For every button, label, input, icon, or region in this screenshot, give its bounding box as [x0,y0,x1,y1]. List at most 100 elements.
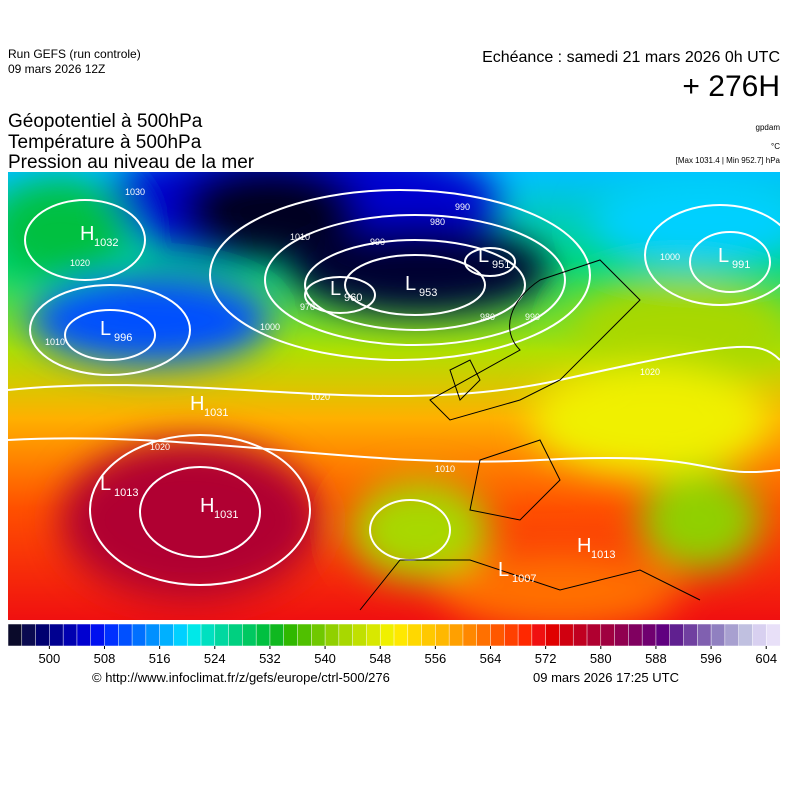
colorbar-tick-label: 572 [535,651,557,666]
isobar-label: 1000 [660,252,680,262]
colorbar-tick-label: 540 [314,651,336,666]
colorbar-swatch [90,623,106,647]
title-line: Géopotentiel à 500hPa [8,111,203,132]
colorbar-swatch [366,623,381,647]
colorbar-swatch [297,623,312,647]
unit-label: [Max 1031.4 | Min 952.7] hPa [676,156,781,165]
isobar-label: 1010 [435,464,455,474]
colorbar-swatch [435,623,450,647]
isobar-label: 1010 [290,232,310,242]
colorbar-swatch [669,623,685,647]
isobar-label: 1020 [150,442,170,452]
center-value: 996 [114,332,132,344]
isobar-label: 980 [480,312,495,322]
colorbar-tick-label: 596 [700,651,722,666]
colorbar-swatch [504,623,519,647]
colorbar-swatch [476,623,492,647]
center-symbol: L [100,318,111,340]
colorbar-swatch [173,623,188,647]
colorbar-swatch [131,623,147,647]
isobar-label: 1020 [70,258,90,268]
colorbar-swatch [697,623,712,647]
center-symbol: H [190,393,204,415]
center-value: 960 [344,292,362,304]
colorbar-swatch [407,623,423,647]
center-symbol: L [718,245,729,267]
isobar-label: 1000 [260,322,280,332]
colorbar-swatch [586,623,602,647]
center-value: 991 [732,259,750,271]
isobar-label: 970 [300,302,315,312]
colorbar-tick-label: 556 [425,651,447,666]
run-date: 09 mars 2026 12Z [8,62,105,76]
colorbar: 500 508 516 524 532 540 548 556 564 572 580 588 596 6… [7,623,781,666]
colorbar-swatch [765,623,781,647]
center-symbol: L [498,559,509,581]
colorbar-tick-label: 516 [149,651,171,666]
colorbar-swatch [214,623,230,647]
colorbar-swatch [7,623,23,647]
isobar-label: 1030 [125,187,145,197]
colorbar-swatch [352,623,367,647]
isobar-label: 1010 [45,337,65,347]
center-value: 951 [492,259,510,271]
colorbar-swatch [159,623,174,647]
colorbar-swatch [49,623,64,647]
colorbar-tick-label: 508 [94,651,116,666]
colorbar-swatch [200,623,216,647]
valid-time: Echéance : samedi 21 mars 2026 0h UTC [482,49,780,66]
colorbar-swatch [145,623,161,647]
colorbar-swatch [448,623,464,647]
colorbar-swatch [242,623,257,647]
colorbar-swatch [683,623,698,647]
center-symbol: L [330,278,341,300]
colorbar-swatch [559,623,574,647]
colorbar-swatch [572,623,588,647]
colorbar-swatch [186,623,202,647]
colorbar-swatch [35,623,50,647]
center-value: 1007 [512,573,536,585]
center-value: 1013 [591,549,615,561]
colorbar-swatch [379,623,395,647]
isobar-label: 1020 [640,367,660,377]
unit-label: °C [771,142,780,151]
colorbar-swatch [517,623,533,647]
colorbar-swatch [324,623,340,647]
isobars [8,189,780,586]
center-value: 1032 [94,237,118,249]
center-value: 1013 [114,487,138,499]
colorbar-swatch [614,623,629,647]
colorbar-swatch [255,623,271,647]
center-symbol: H [577,535,591,557]
isobar-label: 990 [525,312,540,322]
center-value: 1031 [214,509,238,521]
colorbar-swatch [738,623,753,647]
colorbar-swatch [228,623,243,647]
colorbar-swatch [393,623,409,647]
colorbar-swatch [462,623,478,647]
colorbar-swatch [545,623,560,647]
colorbar-swatch [338,623,354,647]
colorbar-swatch [710,623,726,647]
center-symbol: L [405,273,416,295]
colorbar-swatch [600,623,616,647]
colorbar-tick-label: 532 [259,651,281,666]
center-symbol: H [80,223,94,245]
center-value: 1031 [204,407,228,419]
isobar-labels: 1030 1020 1010 1010 990 980 970 1000 990 980 990 10… [45,187,680,474]
colorbar-swatch [752,623,767,647]
colorbar-tick-label: 524 [204,651,226,666]
colorbar-swatch [104,623,119,647]
colorbar-swatch [311,623,326,647]
colorbar-swatch [628,623,643,647]
colorbar-tick-label: 580 [590,651,612,666]
colorbar-swatch [62,623,78,647]
run-label: Run GEFS (run controle) [8,47,141,61]
lead-time: + 276H [682,70,780,103]
title-line: Pression au niveau de la mer [8,152,255,173]
colorbar-tick-label: 548 [369,651,391,666]
